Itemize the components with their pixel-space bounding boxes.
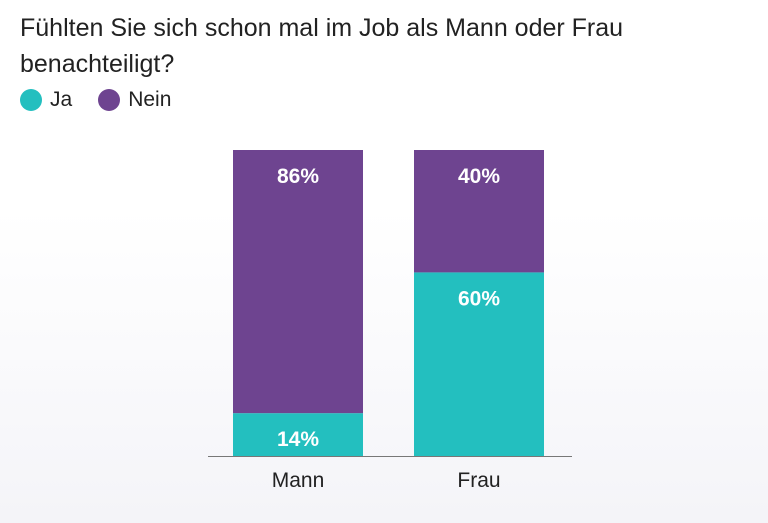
- bar-frau-nein: [414, 150, 544, 273]
- category-label-frau: Frau: [457, 469, 500, 492]
- data-label-frau-nein: 40%: [458, 165, 500, 188]
- chart-title: Fühlten Sie sich schon mal im Job als Ma…: [20, 14, 624, 78]
- legend-swatch-ja: [20, 89, 42, 111]
- bar-frau-ja: [414, 272, 544, 456]
- bar-mann-nein: [233, 150, 363, 414]
- data-label-mann-ja: 14%: [277, 428, 319, 451]
- category-label-mann: Mann: [272, 469, 325, 492]
- data-label-mann-nein: 86%: [277, 165, 319, 188]
- legend: Ja Nein: [20, 88, 197, 112]
- data-label-frau-ja: 60%: [458, 287, 500, 310]
- legend-item-ja: Ja: [20, 88, 72, 112]
- bar-mann-ja: [233, 413, 363, 456]
- legend-label-ja: Ja: [50, 88, 73, 111]
- legend-label-nein: Nein: [128, 88, 172, 111]
- legend-item-nein: Nein: [98, 88, 171, 112]
- legend-swatch-nein: [98, 89, 121, 111]
